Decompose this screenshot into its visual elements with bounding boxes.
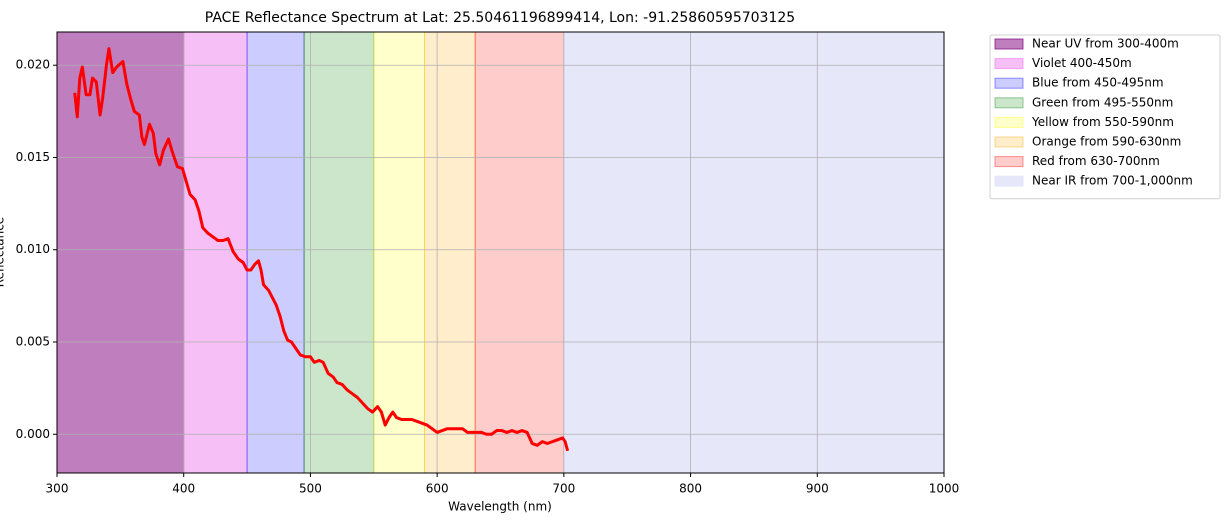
x-tick-label: 300 xyxy=(46,482,69,496)
legend-swatch xyxy=(994,38,1024,50)
legend-label: Violet 400-450m xyxy=(1032,56,1132,70)
y-tick-label: 0.000 xyxy=(16,427,50,441)
legend-label: Yellow from 550-590nm xyxy=(1031,115,1174,129)
legend-label: Blue from 450-495nm xyxy=(1032,76,1164,90)
span xyxy=(563,31,945,474)
legend-swatch xyxy=(994,77,1024,89)
legend-label: Green from 495-550nm xyxy=(1032,95,1173,109)
x-tick-label: 900 xyxy=(806,482,829,496)
spans xyxy=(56,31,945,474)
y-tick-label: 0.010 xyxy=(16,242,50,256)
y-tick-label: 0.020 xyxy=(16,58,50,72)
y-tick-label: 0.015 xyxy=(16,150,50,164)
legend-label: Red from 630-700nm xyxy=(1032,154,1160,168)
x-axis-label: Wavelength (nm) xyxy=(448,500,552,514)
plot-frame xyxy=(56,31,945,474)
x-tick-label: 800 xyxy=(679,482,702,496)
legend: Near UV from 300-400m Violet 400-450m Blue… xyxy=(989,34,1221,200)
legend-swatch xyxy=(994,58,1024,70)
legend-box xyxy=(989,34,1221,200)
x-tick-label: 400 xyxy=(172,482,195,496)
span xyxy=(183,31,248,474)
legend-swatch xyxy=(994,116,1024,128)
legend-label: Near IR from 700-1,000nm xyxy=(1032,174,1193,188)
legend-swatch xyxy=(994,136,1024,148)
y-axis-label: Reflectance xyxy=(0,217,7,287)
legend-swatch xyxy=(994,156,1024,168)
span xyxy=(373,31,425,474)
y-tick-label: 0.005 xyxy=(16,334,50,348)
lines xyxy=(73,47,570,452)
x-tick-label: 600 xyxy=(426,482,449,496)
legend-swatch xyxy=(994,97,1024,109)
ticks: 300 400 500 600 700 800 900 1000 0.000 0.005 0.010… xyxy=(16,58,960,496)
x-tick-label: 500 xyxy=(299,482,322,496)
span xyxy=(423,31,476,474)
data-line xyxy=(73,47,570,452)
x-tick-label: 1000 xyxy=(929,482,960,496)
x-tick-label: 700 xyxy=(552,482,575,496)
legend-label: Near UV from 300-400m xyxy=(1032,37,1179,51)
span xyxy=(303,31,375,474)
legend-swatch xyxy=(994,175,1024,187)
span xyxy=(474,31,565,474)
chart-title: PACE Reflectance Spectrum at Lat: 25.504… xyxy=(205,10,795,26)
legend-label: Orange from 590-630nm xyxy=(1032,135,1181,149)
span xyxy=(246,31,305,474)
